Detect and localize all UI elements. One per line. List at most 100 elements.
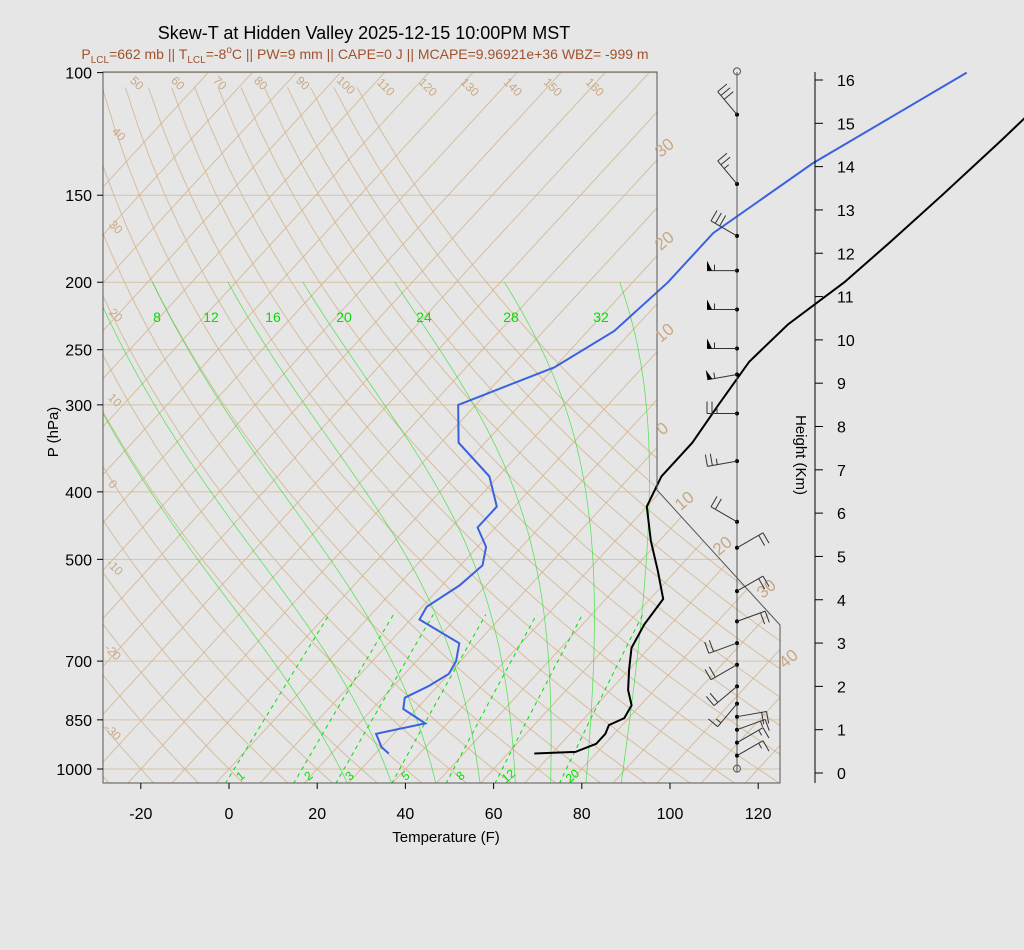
axes: -20 0 20 40 60 80 100 1201001502002503004005007…: [56, 66, 771, 823]
mixing-ratio-2: [292, 614, 394, 783]
isotherm-20: [303, 72, 780, 783]
wind-barb-flag: [714, 498, 722, 510]
wind-barb-flag: [719, 215, 727, 227]
wind-barb-shaft: [736, 740, 764, 757]
wind-barb-flag: [704, 641, 710, 654]
dry-adiabat-label: 20: [651, 227, 678, 254]
wind-barb-half-flag: [758, 729, 763, 736]
wind-barb-flag: [714, 212, 722, 224]
height-tick-label: 8: [837, 420, 846, 437]
isotherm-label: 80: [251, 73, 271, 93]
dry-adiabat-label: 10: [651, 319, 678, 346]
isotherm-label: 40: [109, 124, 129, 144]
wind-barb-flag: [717, 83, 728, 93]
isotherm-80: [567, 72, 780, 783]
isotherm--70: [103, 72, 576, 783]
dry-adiabat-60: [103, 87, 513, 783]
x-tick-label: 80: [573, 806, 591, 823]
height-tick-label: 4: [837, 593, 846, 610]
dry-adiabat-120: [171, 87, 780, 783]
sounding-profiles: [374, 71, 1024, 755]
subtitle-p-value: =662 mb || T: [109, 46, 188, 62]
x-tick-label: 0: [225, 806, 234, 823]
isotherm-label: 60: [168, 73, 188, 93]
y-axis-label: P (hPa): [45, 407, 62, 458]
wind-barb-flag: [762, 727, 770, 739]
dry-adiabat-lines: [0, 87, 780, 783]
wind-barb-flag: [762, 575, 770, 587]
dry-adiabat-170: [287, 87, 780, 783]
wind-barb-shaft: [708, 642, 738, 654]
mixing-ratio-label: 5: [398, 768, 412, 783]
x-tick-label: 20: [308, 806, 326, 823]
mixing-ratio-3: [335, 614, 434, 783]
wind-barbs: [704, 67, 770, 773]
wind-barb-flag: [704, 454, 708, 467]
isotherm-130: [789, 57, 1024, 784]
wind-barb-flag: [708, 640, 714, 652]
isotherm--100: [103, 72, 444, 783]
height-tick-label: 0: [837, 766, 846, 783]
height-tick-label: 11: [837, 290, 854, 307]
p-tick-label: 850: [65, 713, 92, 730]
dry-adiabat--50: [0, 87, 20, 783]
subtitle-p-label: P: [81, 46, 90, 62]
wind-barb-pennant: [707, 260, 712, 271]
wind-barb-flag: [708, 666, 716, 678]
mixing-ratio-8: [445, 614, 538, 783]
wind-barb-flag: [704, 669, 712, 680]
wind-barb-flag: [764, 719, 770, 731]
wind-barb-shaft: [736, 532, 764, 549]
height-tick-label: 15: [837, 116, 855, 133]
p-tick-label: 200: [65, 275, 92, 292]
isotherm--60: [103, 72, 620, 783]
isotherm--30: [103, 72, 753, 783]
wind-barb-flag: [709, 453, 713, 466]
height-axis-label: Height (Km): [792, 415, 809, 495]
x-tick-label: 60: [485, 806, 503, 823]
moist-adiabat-60: [227, 282, 481, 783]
isotherm-50: [435, 72, 780, 783]
isotherm-label: -20: [102, 641, 124, 663]
dry-adiabat-110: [148, 87, 737, 783]
subtitle-t-value: =-8: [206, 46, 227, 62]
isotherm-140: [833, 57, 1024, 784]
mixing-ratio-20: [558, 614, 644, 783]
height-tick-label: 5: [837, 549, 846, 566]
wind-barb-shaft: [710, 220, 738, 237]
dry-adiabat-30: [103, 87, 379, 783]
wind-barb-flag: [709, 692, 719, 703]
subtitle-rest: C || PW=9 mm || CAPE=0 J || MCAPE=9.9692…: [232, 46, 649, 62]
height-tick-label: 16: [837, 73, 855, 90]
isotherm-label: 70: [210, 73, 230, 93]
wind-barb-flag: [710, 496, 718, 508]
isotherm-label: 0: [106, 477, 121, 492]
isotherm-90: [611, 72, 780, 783]
subtitle-t-sub: LCL: [187, 55, 206, 66]
x-tick-label: 120: [745, 806, 772, 823]
wind-barb-flag: [758, 535, 766, 546]
moist-adiabat-40: [103, 282, 393, 783]
isotherm--110: [103, 72, 400, 783]
dewpoint-line: [374, 71, 968, 755]
moist-adiabat-label: 20: [336, 309, 352, 325]
isotherm--50: [103, 72, 664, 783]
dry-adiabat-label: 20: [709, 532, 736, 559]
p-tick-label: 250: [65, 343, 92, 360]
isotherm-150: [877, 57, 1024, 784]
isotherm-70: [523, 72, 780, 783]
isotherm-label: 10: [105, 390, 125, 410]
height-tick-label: 3: [837, 636, 846, 653]
wind-barb-shaft: [717, 160, 738, 185]
isotherm-label: 110: [374, 75, 398, 99]
wind-barb-shaft: [736, 718, 766, 731]
wind-barb-pennant: [707, 299, 712, 310]
dry-adiabat-20: [103, 87, 334, 783]
dry-adiabat-90: [103, 87, 647, 783]
dry-adiabat-40: [103, 87, 424, 783]
wind-barb-flag: [720, 156, 731, 166]
p-tick-label: 1000: [56, 762, 92, 779]
wind-barb-flag: [764, 610, 770, 623]
